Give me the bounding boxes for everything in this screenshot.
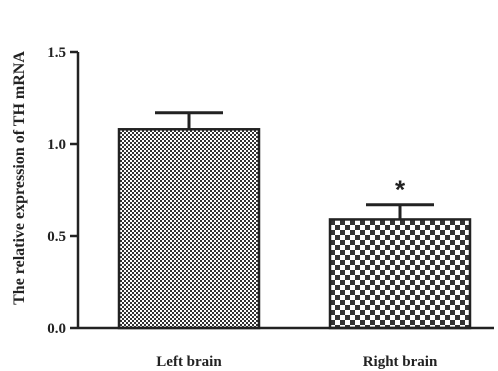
y-tick-label: 1.0 xyxy=(47,137,66,153)
bars xyxy=(117,128,472,330)
y-tick-label: 1.5 xyxy=(47,45,66,61)
bar-left-brain xyxy=(117,128,261,330)
x-axis-tick-labels: Left brain Right brain xyxy=(156,354,438,370)
y-axis-title: The relative expression of TH mRNA xyxy=(11,51,28,305)
annotations: * xyxy=(395,175,406,205)
y-tick-label: 0.0 xyxy=(47,321,66,337)
x-tick-label: Left brain xyxy=(156,354,222,370)
significance-marker: * xyxy=(395,175,406,205)
x-tick-label: Right brain xyxy=(363,354,438,370)
y-tick-label: 0.5 xyxy=(47,229,66,245)
error-bars xyxy=(155,111,434,220)
bar-right-brain xyxy=(328,218,472,330)
y-axis-ticks: 0.0 0.5 1.0 1.5 xyxy=(47,45,78,337)
